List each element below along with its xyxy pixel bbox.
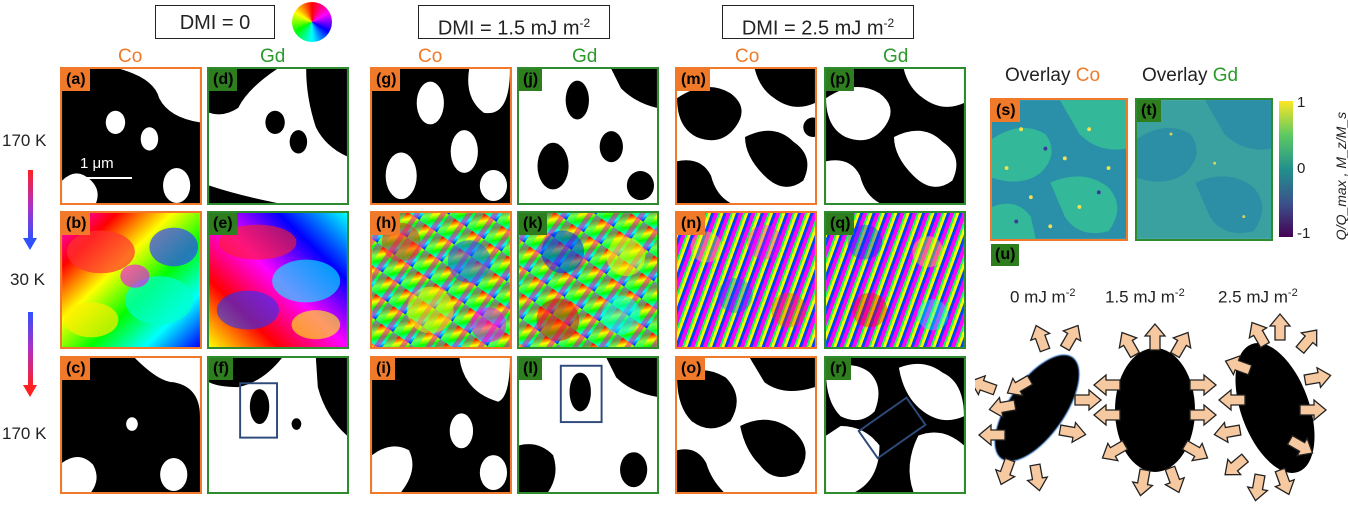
scalebar bbox=[70, 177, 132, 179]
panel-n: (n) bbox=[675, 211, 817, 349]
panel-label-q: (q) bbox=[826, 213, 855, 235]
header-dmi-0: DMI = 0 bbox=[155, 5, 275, 39]
panel-q: (q) bbox=[824, 211, 966, 349]
panel-j: (j) bbox=[517, 67, 659, 205]
panel-l: (l) bbox=[517, 356, 659, 494]
panel-label-h: (h) bbox=[372, 213, 401, 235]
colorbar-tick-bottom: -1 bbox=[1297, 225, 1311, 242]
panel-e: (e) bbox=[207, 211, 349, 349]
panel-label-f: (f) bbox=[209, 358, 233, 380]
heating-arrow bbox=[28, 312, 33, 387]
panel-label-r: (r) bbox=[826, 358, 851, 380]
panel-c: (c) bbox=[60, 356, 202, 494]
panel-a: (a) 1 μm bbox=[60, 67, 202, 205]
temp-label-mid: 30 K bbox=[10, 270, 45, 289]
panel-p: (p) bbox=[824, 67, 966, 205]
panel-label-j: (j) bbox=[519, 69, 543, 91]
panel-label-b: (b) bbox=[62, 213, 91, 235]
panel-k: (k) bbox=[517, 211, 659, 349]
header-dmi-2.5: DMI = 2.5 mJ m-2 bbox=[722, 5, 914, 40]
col-label-gd-3: Gd bbox=[883, 46, 909, 67]
domain-wall-illustration bbox=[975, 313, 1333, 503]
dmi-label-2.5: 2.5 mJ m-2 bbox=[1218, 287, 1298, 307]
panel-i: (i) bbox=[370, 356, 512, 494]
dmi-label-1.5: 1.5 mJ m-2 bbox=[1105, 287, 1185, 307]
panel-h: (h) bbox=[370, 211, 512, 349]
panel-f: (f) bbox=[207, 356, 349, 494]
colorbar-tick-mid: 0 bbox=[1297, 160, 1306, 177]
header-dmi-1.5: DMI = 1.5 mJ m-2 bbox=[418, 5, 610, 40]
cooling-arrow-head bbox=[23, 238, 37, 250]
overlay-title-co: Overlay Co bbox=[1005, 65, 1101, 86]
colorbar-label: Q/Q_max , M_z/M_s bbox=[1333, 111, 1348, 241]
panel-label-c: (c) bbox=[62, 358, 90, 380]
col-label-co-1: Co bbox=[118, 46, 143, 67]
domain-1.5-dmi bbox=[1115, 348, 1195, 472]
panel-label-i: (i) bbox=[372, 358, 396, 380]
overlay-title-gd: Overlay Gd bbox=[1142, 65, 1239, 86]
panel-s: (s) bbox=[990, 98, 1128, 241]
heating-arrow-head bbox=[23, 385, 37, 397]
temp-label-bottom: 170 K bbox=[2, 424, 47, 443]
panel-label-m: (m) bbox=[677, 69, 710, 91]
panel-m: (m) bbox=[675, 67, 817, 205]
dmi-label-0: 0 mJ m-2 bbox=[1010, 287, 1076, 307]
panel-label-g: (g) bbox=[372, 69, 401, 91]
panel-label-s: (s) bbox=[992, 100, 1020, 122]
panel-label-k: (k) bbox=[519, 213, 547, 235]
scalebar-label: 1 μm bbox=[80, 155, 114, 172]
panel-label-n: (n) bbox=[677, 213, 706, 235]
panel-r: (r) bbox=[824, 356, 966, 494]
color-wheel-icon bbox=[292, 2, 332, 42]
panel-g: (g) bbox=[370, 67, 512, 205]
col-label-gd-1: Gd bbox=[260, 46, 286, 67]
panel-label-l: (l) bbox=[519, 358, 543, 380]
panel-label-u: (u) bbox=[991, 244, 1020, 266]
panel-b: (b) bbox=[60, 211, 202, 349]
panel-label-p: (p) bbox=[826, 69, 855, 91]
colorbar bbox=[1279, 101, 1293, 237]
panel-d: (d) bbox=[207, 67, 349, 205]
col-label-co-2: Co bbox=[418, 46, 443, 67]
temp-label-top: 170 K bbox=[2, 131, 47, 150]
panel-label-t: (t) bbox=[1137, 100, 1161, 122]
panel-t: (t) bbox=[1135, 98, 1273, 241]
panel-label-o: (o) bbox=[677, 358, 706, 380]
panel-label-a: (a) bbox=[62, 69, 90, 91]
panel-o: (o) bbox=[675, 356, 817, 494]
colorbar-tick-top: 1 bbox=[1297, 94, 1306, 111]
col-label-gd-2: Gd bbox=[572, 46, 598, 67]
col-label-co-3: Co bbox=[735, 46, 760, 67]
cooling-arrow bbox=[28, 170, 33, 240]
panel-label-e: (e) bbox=[209, 213, 237, 235]
panel-label-d: (d) bbox=[209, 69, 238, 91]
